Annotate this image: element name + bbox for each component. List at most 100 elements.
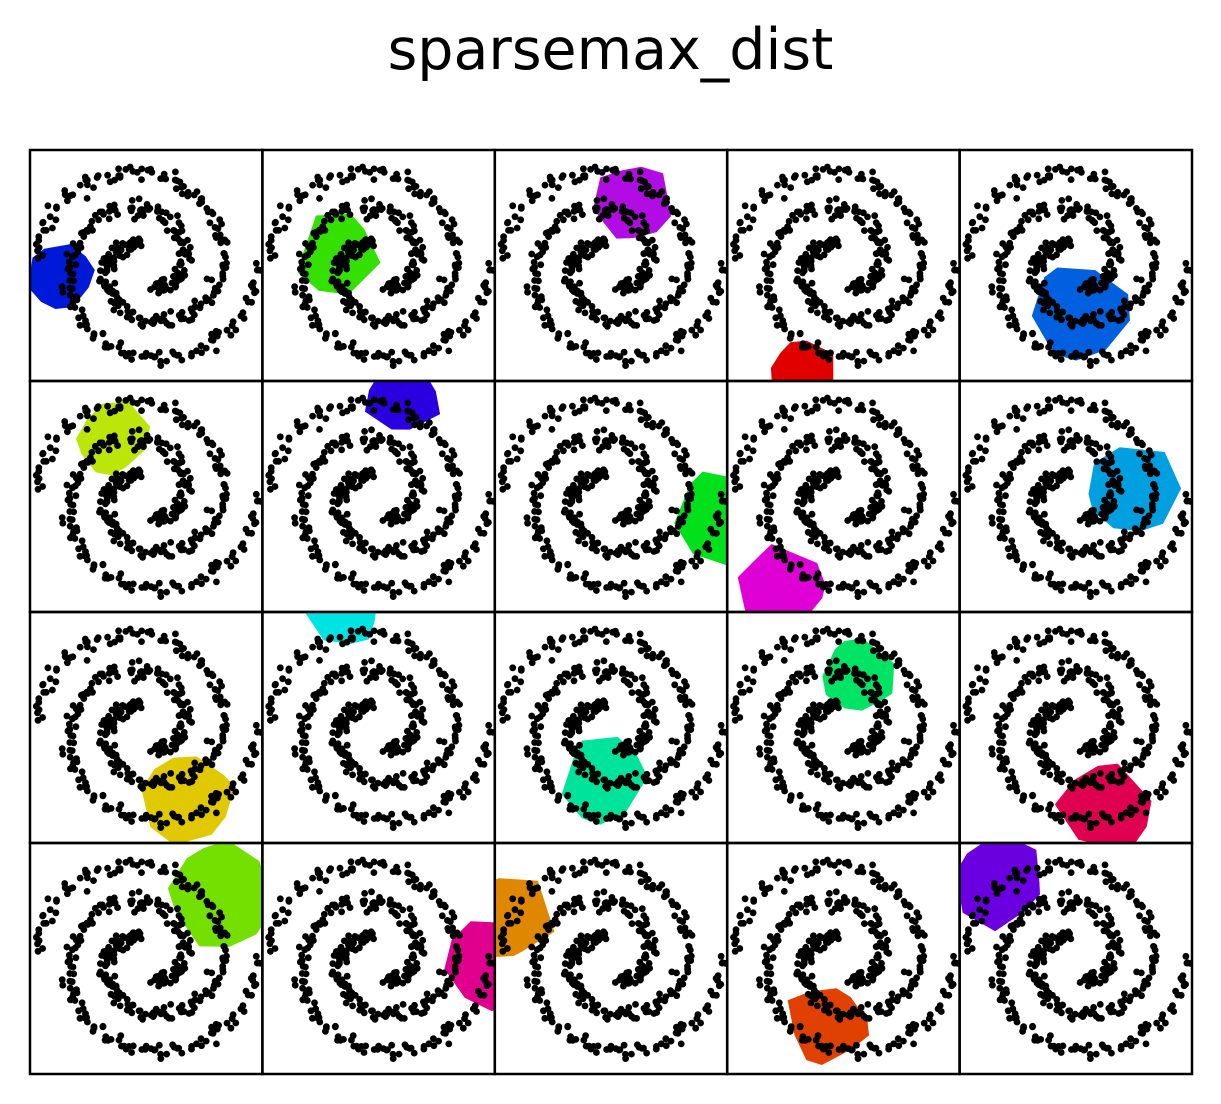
point xyxy=(824,204,832,212)
point xyxy=(445,578,453,586)
point xyxy=(1120,528,1128,536)
point xyxy=(988,514,996,522)
point xyxy=(154,283,162,290)
point xyxy=(528,481,536,489)
point xyxy=(354,166,362,173)
point xyxy=(157,824,165,831)
point xyxy=(81,404,89,412)
point xyxy=(681,216,688,224)
point xyxy=(1105,219,1112,227)
point xyxy=(306,527,313,535)
point xyxy=(1042,239,1050,247)
point xyxy=(1100,465,1108,473)
point xyxy=(504,218,512,226)
point xyxy=(576,510,583,518)
point xyxy=(53,436,60,443)
point xyxy=(1120,311,1128,319)
point xyxy=(812,574,820,582)
point xyxy=(607,548,614,556)
point xyxy=(736,449,744,457)
point xyxy=(774,412,781,420)
point xyxy=(835,437,842,444)
region-9 xyxy=(737,544,826,612)
point xyxy=(780,426,788,433)
point xyxy=(819,397,827,404)
point xyxy=(810,524,818,532)
point xyxy=(102,500,109,508)
point xyxy=(1033,517,1041,525)
point xyxy=(592,204,599,212)
point xyxy=(394,219,401,227)
point xyxy=(714,515,721,522)
point xyxy=(655,311,663,319)
point xyxy=(625,542,633,549)
point xyxy=(848,316,856,323)
point xyxy=(635,227,642,234)
point xyxy=(1057,356,1065,363)
point xyxy=(835,407,843,414)
point xyxy=(884,243,891,251)
point xyxy=(430,426,438,433)
scatter-points-2 xyxy=(265,163,495,369)
point xyxy=(388,579,396,587)
point xyxy=(1035,202,1043,210)
point xyxy=(400,322,408,329)
point xyxy=(88,217,96,225)
point xyxy=(1059,308,1066,316)
point xyxy=(593,197,601,204)
point xyxy=(68,516,76,524)
point xyxy=(174,674,181,682)
point xyxy=(813,403,821,410)
point xyxy=(972,457,980,465)
point xyxy=(129,580,137,588)
scatter-points-3 xyxy=(497,163,728,369)
point xyxy=(531,508,538,515)
point xyxy=(208,276,216,284)
point xyxy=(399,517,407,525)
point xyxy=(667,525,674,533)
point xyxy=(1010,233,1017,241)
point xyxy=(594,308,602,316)
point xyxy=(323,561,330,568)
scatter-points-11 xyxy=(32,625,263,831)
point xyxy=(1131,294,1139,302)
point xyxy=(291,283,298,291)
point xyxy=(430,573,437,581)
point xyxy=(88,448,96,456)
point xyxy=(1065,195,1073,203)
point xyxy=(67,192,74,200)
point xyxy=(1068,322,1076,330)
point xyxy=(216,216,224,224)
point xyxy=(998,300,1006,308)
point xyxy=(99,792,107,800)
point xyxy=(972,226,980,234)
point xyxy=(594,399,602,406)
point xyxy=(304,492,312,500)
point xyxy=(760,250,768,258)
point xyxy=(396,227,403,235)
point xyxy=(46,444,54,452)
point xyxy=(135,195,143,203)
point xyxy=(836,322,844,330)
point xyxy=(423,311,431,319)
point xyxy=(530,489,538,497)
point xyxy=(866,579,874,587)
point xyxy=(331,330,339,338)
point xyxy=(870,185,877,193)
point xyxy=(360,700,368,707)
point xyxy=(272,449,279,457)
point xyxy=(694,318,702,326)
point xyxy=(376,166,384,174)
point xyxy=(83,426,91,433)
point xyxy=(384,584,391,592)
point xyxy=(402,458,410,465)
point xyxy=(895,349,903,357)
point xyxy=(875,539,883,547)
point xyxy=(96,670,104,678)
scatter-points-8 xyxy=(497,394,728,600)
point xyxy=(193,650,201,657)
point xyxy=(808,510,816,518)
point xyxy=(1106,261,1114,269)
point xyxy=(1109,477,1117,485)
point xyxy=(565,512,573,520)
